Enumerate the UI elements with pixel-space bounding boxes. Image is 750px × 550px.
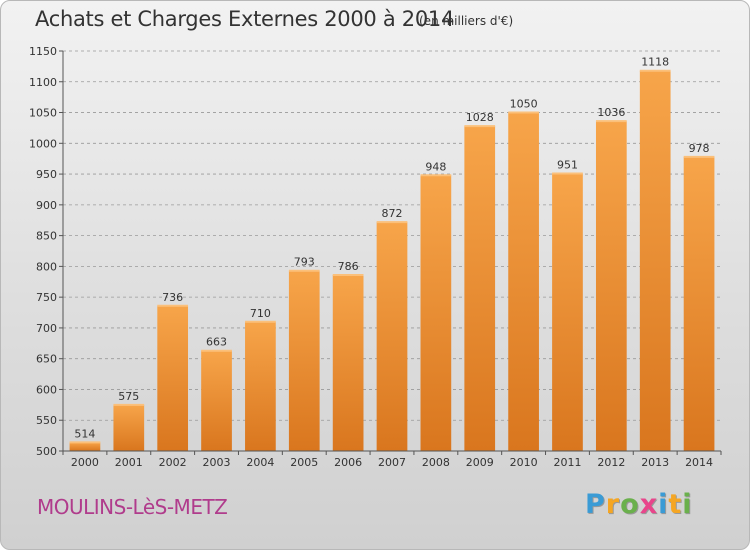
data-label: 1028: [466, 111, 494, 124]
y-tick-label: 500: [36, 445, 57, 458]
bar: [113, 404, 145, 451]
bar: [201, 350, 232, 451]
data-label: 786: [338, 260, 359, 273]
data-label: 663: [206, 336, 227, 349]
brand-letter: P: [585, 489, 606, 520]
x-tick-label: 2012: [597, 456, 625, 469]
y-tick-label: 900: [36, 199, 57, 212]
data-label: 1050: [510, 98, 538, 111]
bar: [376, 222, 408, 451]
data-label: 793: [294, 256, 315, 269]
brand-letter: i: [658, 489, 669, 520]
y-tick-label: 750: [36, 291, 57, 304]
x-tick-label: 2013: [641, 456, 669, 469]
data-label: 736: [162, 291, 183, 304]
data-label: 1118: [641, 56, 669, 69]
chart-title: Achats et Charges Externes 2000 à 2014: [35, 7, 455, 31]
bar: [639, 70, 671, 451]
brand-letter: t: [668, 489, 683, 520]
bar: [288, 270, 320, 451]
y-tick-label: 850: [36, 230, 57, 243]
data-label: 978: [689, 142, 710, 155]
bar: [157, 305, 189, 451]
y-tick-label: 700: [36, 322, 57, 335]
axes: 500 550 600 650 700 750 800 850 900 950 1000 1050 11…: [29, 45, 722, 469]
y-tick-label: 950: [36, 168, 57, 181]
bar: [595, 121, 627, 452]
bar: [69, 442, 101, 451]
bar: [245, 321, 276, 451]
y-tick-label: 1050: [29, 107, 57, 120]
data-label: 710: [250, 307, 271, 320]
commune-name: MOULINS-LèS-METZ: [37, 495, 228, 519]
x-tick-label: 2000: [71, 456, 99, 469]
brand-letter: o: [620, 489, 640, 520]
brand-letter: r: [605, 489, 621, 520]
bar: [508, 112, 539, 452]
y-tick-label: 600: [36, 383, 57, 396]
bar: [552, 173, 583, 451]
bar: [332, 275, 364, 451]
bar: [420, 175, 452, 452]
proxiti-logo: Proxiti: [585, 489, 693, 520]
x-tick-label: 2002: [159, 456, 187, 469]
x-tick-label: 2006: [334, 456, 362, 469]
bars: 514 575 736 663 710 793 786 872 948 1028 1050 951 10…: [69, 56, 715, 452]
y-tick-label: 550: [36, 414, 57, 427]
x-tick-label: 2009: [466, 456, 494, 469]
x-tick-label: 2008: [422, 456, 450, 469]
data-label: 575: [118, 390, 139, 403]
x-tick-label: 2005: [290, 456, 318, 469]
brand-letter: x: [639, 489, 659, 520]
data-label: 872: [382, 207, 403, 220]
y-tick-label: 650: [36, 353, 57, 366]
x-tick-label: 2004: [246, 456, 274, 469]
x-tick-label: 2007: [378, 456, 406, 469]
y-tick-label: 1000: [29, 137, 57, 150]
data-label: 948: [425, 160, 446, 173]
x-tick-label: 2001: [115, 456, 143, 469]
chart-subtitle: (en milliers d'€): [419, 14, 514, 28]
data-label: 514: [74, 427, 95, 440]
y-tick-label: 1100: [29, 76, 57, 89]
data-label: 951: [557, 158, 578, 171]
y-tick-label: 800: [36, 260, 57, 273]
x-tick-label: 2010: [510, 456, 538, 469]
x-tick-label: 2011: [553, 456, 581, 469]
bar: [683, 156, 715, 451]
bar: [464, 126, 496, 452]
x-tick-label: 2003: [203, 456, 231, 469]
y-tick-label: 1150: [29, 45, 57, 58]
x-tick-label: 2014: [685, 456, 713, 469]
data-label: 1036: [597, 106, 625, 119]
brand-letter: i: [682, 489, 693, 520]
